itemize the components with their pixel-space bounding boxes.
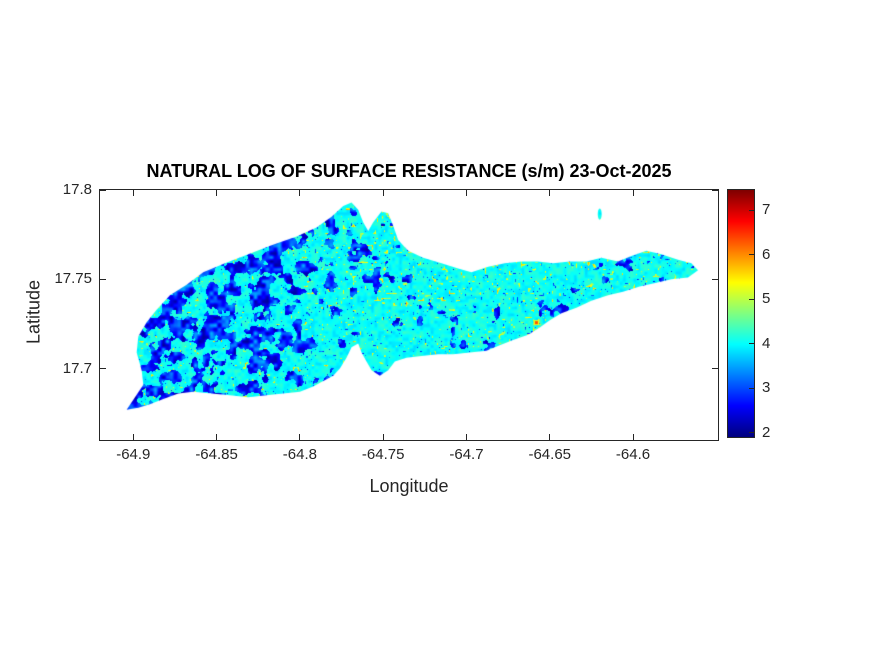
colorbar-tick-label: 4 [762,334,771,352]
y-tick-mark-right [712,189,718,191]
x-tick-label: -64.85 [195,446,238,463]
x-axis-label: Longitude [369,476,449,496]
x-tick-mark-top [382,190,384,196]
y-tick-mark-right [712,278,718,280]
colorbar-tick-mark [749,343,754,345]
x-tick-mark-top [299,190,301,196]
plot-area [99,189,719,441]
x-tick-mark-top [632,190,634,196]
x-tick-label: -64.75 [361,446,405,463]
x-tick-mark-top [465,190,467,196]
colorbar-tick-label: 2 [762,423,771,441]
surface-resistance-heatmap [100,190,718,440]
colorbar [727,189,755,438]
y-tick-mark-right [712,368,718,370]
colorbar-tick-label: 7 [762,201,771,219]
y-tick-label: 17.75 [54,270,92,288]
y-tick-mark [100,278,106,280]
x-tick-label: -64.65 [528,446,572,463]
colorbar-tick-mark [749,298,754,300]
x-tick-mark-top [132,190,134,196]
y-tick-label: 17.8 [62,181,92,198]
x-tick-label: -64.9 [116,446,151,463]
x-tick-mark [549,434,551,440]
x-tick-label: -64.8 [282,446,317,463]
colorbar-tick-mark [749,209,754,211]
x-tick-mark-top [216,190,218,196]
colorbar-tick-mark [749,387,754,389]
x-tick-label: -64.7 [449,446,484,463]
colorbar-tick-mark [749,432,754,434]
colorbar-tick-label: 5 [762,290,771,308]
x-tick-mark [382,434,384,440]
x-tick-mark [465,434,467,440]
colorbar-gradient [728,190,754,437]
x-tick-label: -64.6 [615,446,651,463]
x-tick-mark [132,434,134,440]
x-tick-mark [216,434,218,440]
x-tick-mark [632,434,634,440]
x-tick-mark [299,434,301,440]
colorbar-tick-mark [749,254,754,256]
y-tick-label: 17.7 [62,359,92,377]
x-tick-mark-top [549,190,551,196]
y-tick-mark [100,368,106,370]
y-axis-label: Latitude [23,279,44,345]
colorbar-tick-label: 6 [762,245,771,263]
y-tick-mark [100,189,106,191]
chart-title: NATURAL LOG OF SURFACE RESISTANCE (s/m) … [146,161,672,181]
colorbar-tick-label: 3 [762,379,771,397]
